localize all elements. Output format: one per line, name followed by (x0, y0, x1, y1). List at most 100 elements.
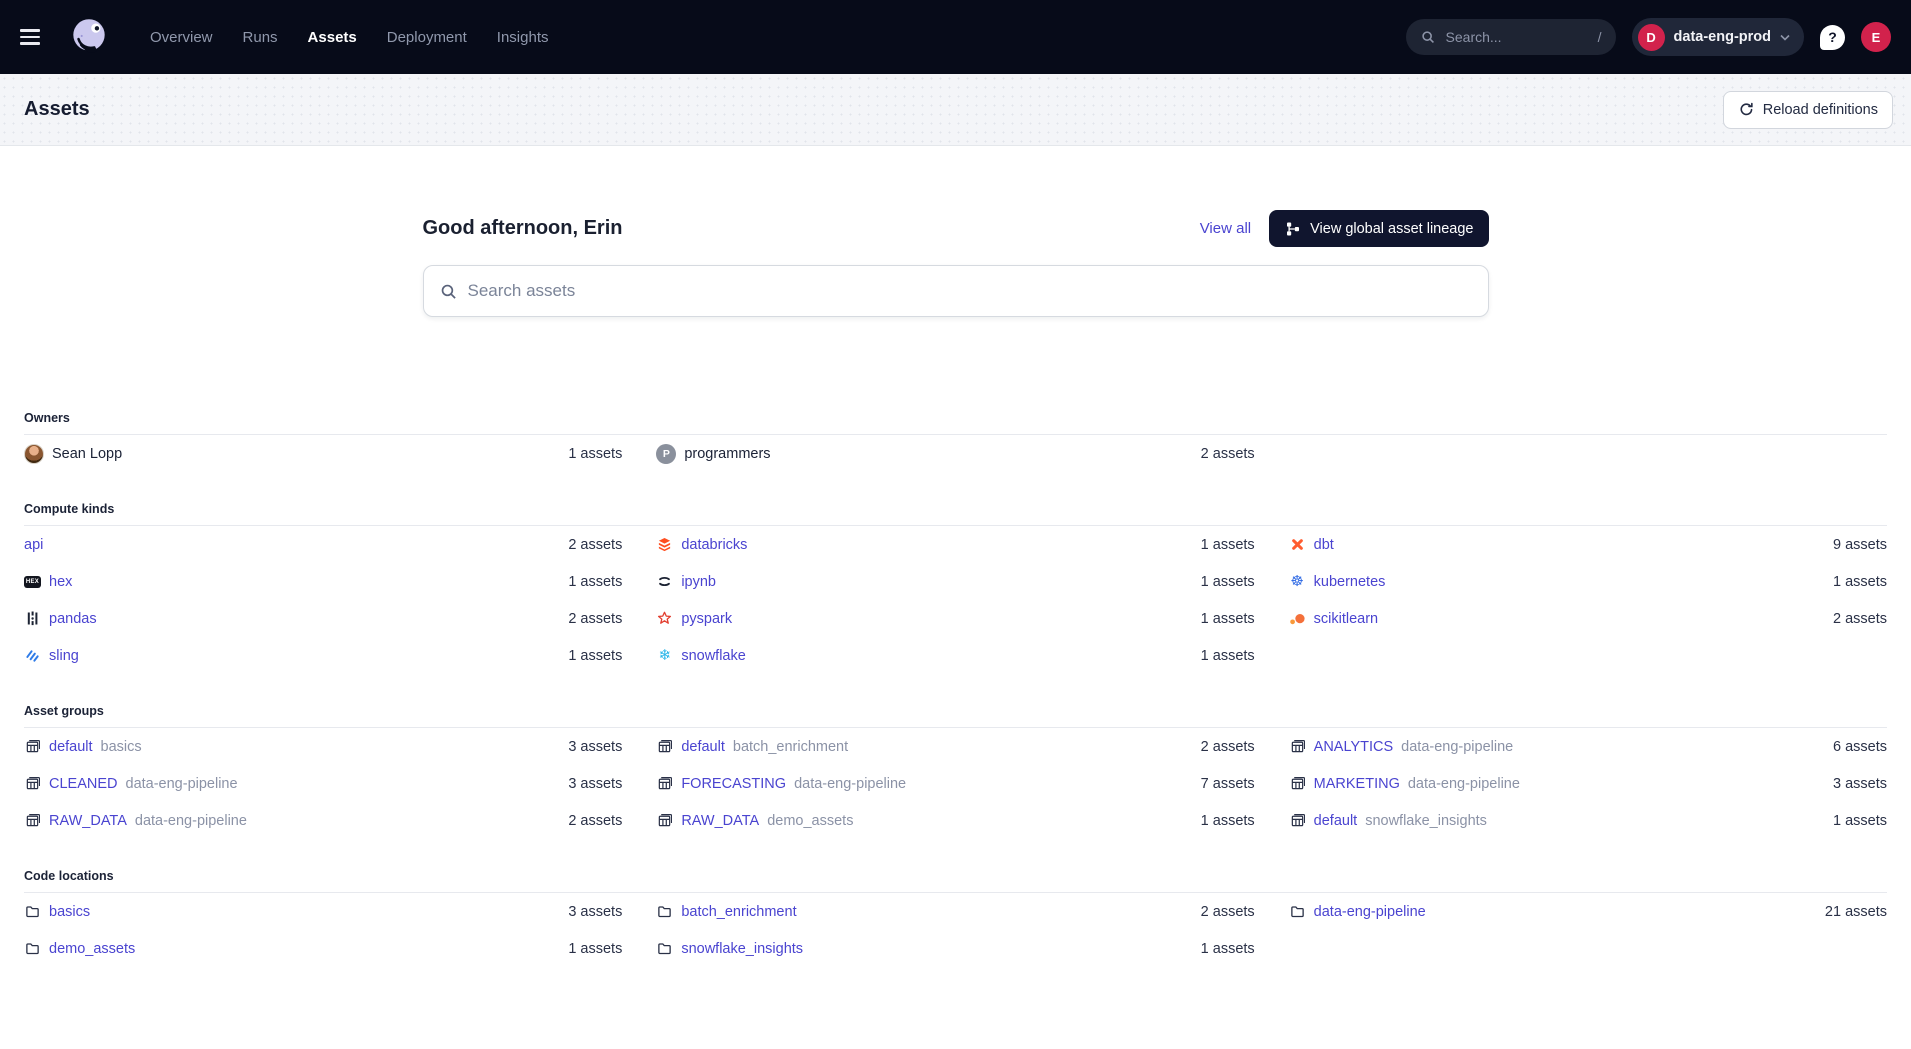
asset-groups-entry-link[interactable]: CLEANED data-eng-pipeline (24, 775, 238, 792)
asset-groups-entry-link[interactable]: default snowflake_insights (1289, 812, 1487, 829)
asset-count: 21 assets (1824, 903, 1887, 920)
compute-kinds-entry-link[interactable]: scikitlearn (1289, 610, 1378, 627)
asset-count: 1 assets (1200, 647, 1255, 664)
section-code-locations: Code locations basics 3 assets batch_enrich… (24, 861, 1887, 967)
entry-primary-label: basics (49, 903, 91, 920)
asset-groups-entry-link[interactable]: MARKETING data-eng-pipeline (1289, 775, 1520, 792)
code-locations-cell: basics 3 assets (24, 893, 622, 930)
code-locations-entry-link[interactable]: demo_assets (24, 940, 135, 957)
nav-item-runs[interactable]: Runs (242, 28, 278, 46)
compute-kinds-row: HEX hex 1 assets ipynb 1 assets ☸ kubernetes 1 … (23, 563, 1887, 600)
asset-count: 6 assets (1832, 738, 1887, 755)
reload-definitions-button[interactable]: Reload definitions (1722, 90, 1893, 129)
asset-count: 1 assets (568, 647, 623, 664)
code-locations-cell: demo_assets 1 assets (24, 930, 622, 967)
compute-kinds-entry-link[interactable]: dbt (1289, 536, 1334, 553)
user-avatar[interactable]: E (1861, 22, 1891, 52)
search-icon (440, 283, 457, 300)
owners-entry-link[interactable]: Sean Lopp (24, 443, 123, 464)
entry-primary-label: RAW_DATA (681, 812, 760, 829)
asset-groups-cell: CLEANED data-eng-pipeline 3 assets (24, 765, 622, 802)
code-locations-entry-link[interactable]: basics (24, 903, 90, 920)
asset-groups-entry-link[interactable]: default batch_enrichment (656, 738, 848, 755)
asset-groups-cell: default basics 3 assets (24, 728, 622, 765)
compute-kinds-entry-link[interactable]: pyspark (656, 610, 732, 627)
compute-kinds-entry-link[interactable]: ☸ kubernetes (1289, 573, 1385, 590)
compute-kinds-entry-link[interactable]: databricks (656, 536, 747, 553)
reload-definitions-label: Reload definitions (1762, 101, 1878, 118)
global-search-input[interactable]: Search... / (1405, 19, 1616, 55)
lineage-button-label: View global asset lineage (1310, 220, 1474, 237)
folder-icon (1289, 903, 1306, 920)
compute-kinds-cell: databricks 1 assets (656, 526, 1255, 563)
compute-kinds-entry-link[interactable]: api (24, 537, 43, 553)
asset-groups-entry-link[interactable]: FORECASTING data-eng-pipeline (656, 775, 906, 792)
compute-kinds-entry-link[interactable]: pandas (24, 610, 97, 627)
view-all-link[interactable]: View all (1199, 220, 1252, 237)
asset-search-input[interactable] (467, 281, 1472, 301)
entry-primary-label: hex (49, 573, 73, 590)
top-navigation: Overview Runs Assets Deployment Insights Sea… (0, 0, 1911, 74)
entry-primary-label: ipynb (681, 573, 716, 590)
code-locations-cell: batch_enrichment 2 assets (656, 893, 1255, 930)
section-compute-kinds: Compute kinds api 2 assets databricks 1 asse… (23, 494, 1887, 674)
asset-groups-entry-link[interactable]: RAW_DATA demo_assets (656, 812, 853, 829)
asset-count: 9 assets (1832, 536, 1887, 553)
refresh-icon (1738, 101, 1755, 118)
asset-groups-cell: default batch_enrichment 2 assets (656, 728, 1255, 765)
entry-secondary-label: data-eng-pipeline (134, 812, 247, 829)
dagster-logo-icon[interactable] (66, 14, 112, 60)
compute-kinds-cell: pandas 2 assets (24, 600, 622, 637)
nav-item-insights[interactable]: Insights (496, 28, 549, 46)
table-icon (656, 775, 673, 792)
asset-groups-entry-link[interactable]: RAW_DATA data-eng-pipeline (24, 812, 247, 829)
nav-item-assets[interactable]: Assets (307, 28, 357, 46)
view-global-asset-lineage-button[interactable]: View global asset lineage (1269, 210, 1489, 247)
asset-count: 1 assets (1832, 812, 1887, 829)
code-locations-entry-link[interactable]: batch_enrichment (656, 903, 797, 920)
compute-kinds-cell: ❄ snowflake 1 assets (656, 637, 1255, 674)
asset-count: 1 assets (1200, 940, 1255, 957)
compute-kinds-entry-link[interactable]: sling (24, 647, 79, 664)
entry-primary-label: data-eng-pipeline (1313, 903, 1426, 920)
asset-search-box (422, 265, 1489, 317)
compute-kinds-entry-link[interactable]: ipynb (656, 573, 716, 590)
snowflake-icon: ❄ (658, 647, 672, 664)
section-divider (24, 727, 1887, 728)
asset-groups-cell: RAW_DATA demo_assets 1 assets (656, 802, 1255, 839)
entry-secondary-label: basics (100, 738, 142, 755)
entry-primary-label: FORECASTING (681, 775, 787, 792)
help-icon[interactable]: ? (1820, 24, 1845, 50)
global-search-placeholder: Search... (1445, 29, 1502, 45)
deployment-switcher[interactable]: D data-eng-prod (1631, 18, 1804, 56)
nav-item-deployment[interactable]: Deployment (386, 28, 467, 46)
empty-cell (1289, 435, 1887, 472)
hex-icon: HEX (23, 573, 42, 590)
compute-kinds-entry-link[interactable]: ❄ snowflake (656, 647, 746, 664)
owners-cell: Sean Lopp 1 assets (24, 435, 622, 472)
compute-kinds-cell: HEX hex 1 assets (23, 563, 622, 600)
entry-primary-label: demo_assets (49, 940, 136, 957)
code-locations-entry-link[interactable]: snowflake_insights (656, 940, 803, 957)
code-locations-entry-link[interactable]: data-eng-pipeline (1289, 903, 1426, 920)
table-icon (656, 738, 673, 755)
nav-item-overview[interactable]: Overview (150, 28, 213, 46)
empty-cell (1289, 930, 1887, 967)
asset-count: 3 assets (568, 738, 623, 755)
entry-primary-label: api (24, 536, 44, 553)
folder-icon (24, 940, 41, 957)
asset-count: 1 assets (1832, 573, 1887, 590)
asset-groups-entry-link[interactable]: ANALYTICS data-eng-pipeline (1289, 738, 1513, 755)
section-divider (24, 525, 1887, 526)
menu-button[interactable] (20, 20, 54, 54)
compute-kinds-entry-link[interactable]: HEX hex (23, 573, 73, 590)
asset-groups-entry-link[interactable]: default basics (24, 738, 142, 755)
entry-secondary-label: data-eng-pipeline (125, 775, 238, 792)
entry-primary-label: default (49, 738, 93, 755)
entry-primary-label: Sean Lopp (52, 445, 123, 462)
asset-count: 2 assets (1200, 903, 1255, 920)
entry-primary-label: CLEANED (49, 775, 118, 792)
page-header: Assets Reload definitions (0, 74, 1911, 146)
